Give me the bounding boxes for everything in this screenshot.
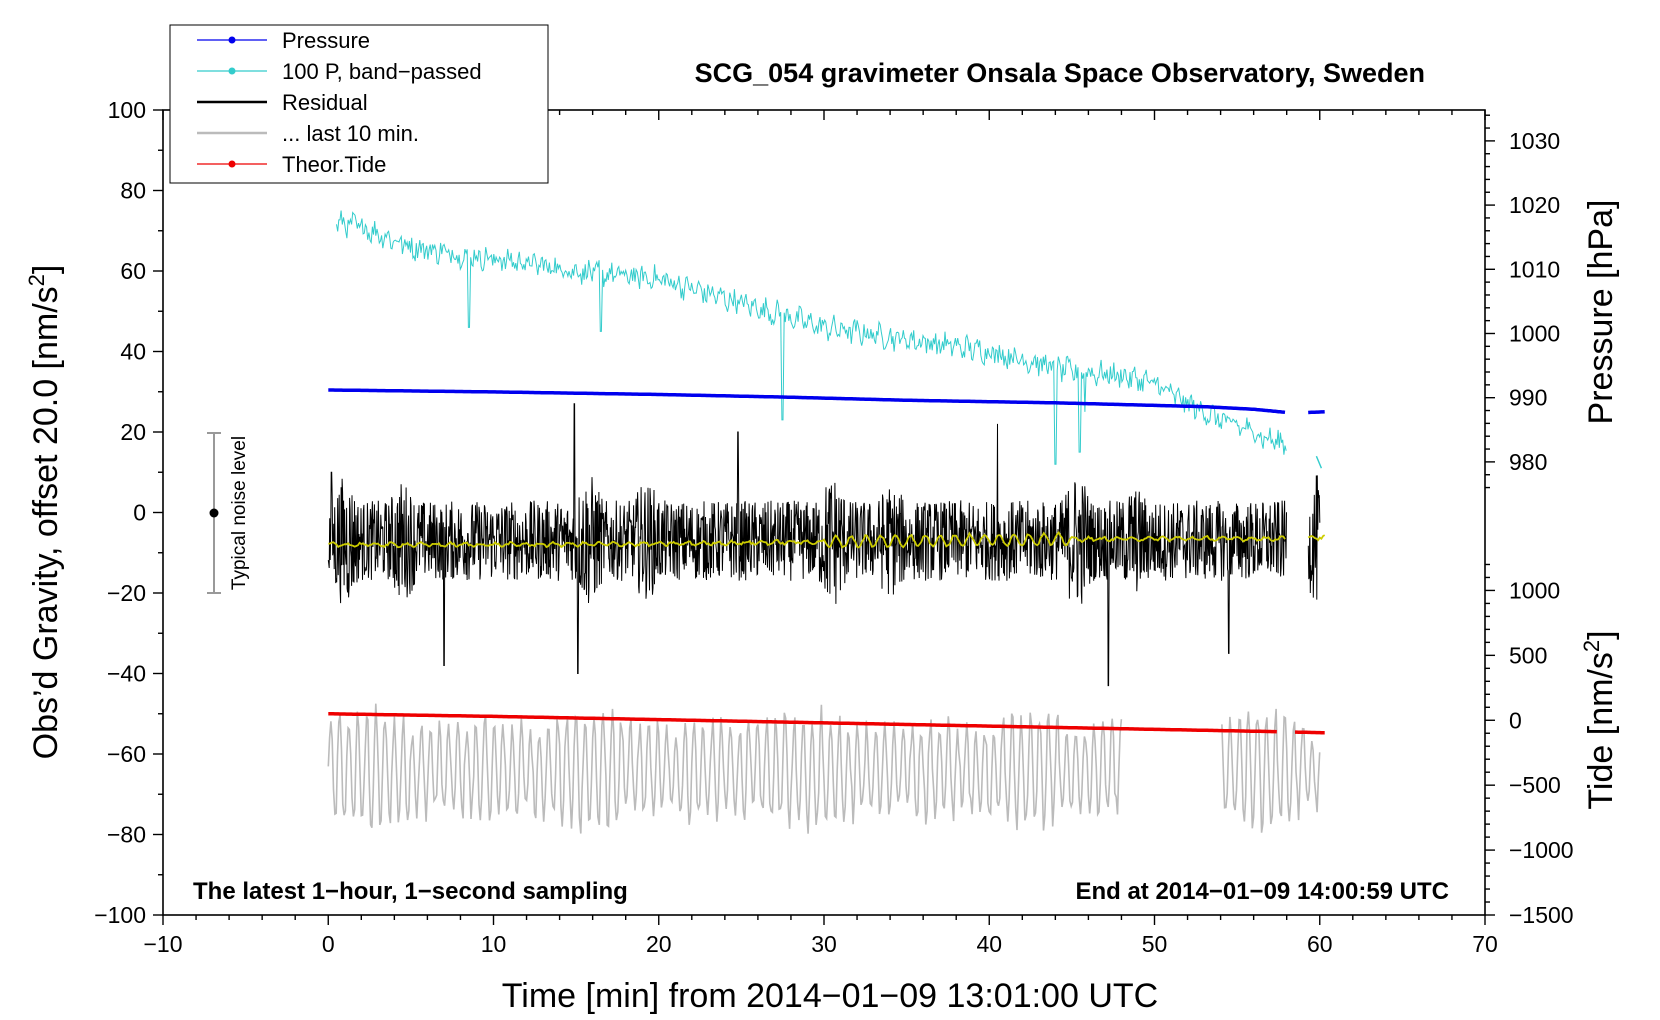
y-tick-label: 80: [120, 178, 146, 204]
x-tick-label: 40: [976, 931, 1002, 957]
tide-tick-label: −500: [1509, 772, 1561, 798]
legend-label: ... last 10 min.: [282, 121, 419, 146]
series-last-10-min: [327, 703, 1321, 834]
pressure-axis-label: Pressure [hPa]: [1582, 200, 1620, 425]
annotation-sampling: The latest 1−hour, 1−second sampling: [193, 878, 628, 905]
x-tick-label: 0: [322, 931, 335, 957]
tide-tick-label: 0: [1509, 707, 1522, 733]
series-100p-band-passed: [336, 210, 1287, 465]
y-tick-label: 0: [133, 500, 146, 526]
noise-level-marker: Typical noise level: [207, 432, 250, 594]
x-tick-label: 10: [481, 931, 507, 957]
noise-level-label: Typical noise level: [229, 436, 250, 590]
tide-tick-label: −1000: [1509, 837, 1574, 863]
series-smoothed-residual: [328, 530, 1326, 549]
legend-label: Pressure: [282, 28, 370, 53]
pressure-tick-label: 990: [1509, 385, 1547, 411]
x-axis-label: Time [min] from 2014−01−09 13:01:00 UTC: [502, 977, 1158, 1015]
y-tick-label: −60: [107, 741, 146, 767]
pressure-tick-label: 1020: [1509, 192, 1560, 218]
legend-marker: [228, 160, 236, 168]
x-tick-label: 70: [1472, 931, 1498, 957]
x-tick-label: 50: [1142, 931, 1168, 957]
x-tick-label: −10: [143, 931, 182, 957]
x-tick-label: 30: [811, 931, 837, 957]
legend-marker: [228, 67, 236, 75]
legend-label: Residual: [282, 90, 368, 115]
legend: Pressure 100 P, band−passed Residual ... la…: [169, 24, 549, 184]
series-100p-band-passed-tail: [1315, 455, 1323, 469]
x-tick-label: 60: [1307, 931, 1333, 957]
legend-box: [169, 24, 549, 184]
tick-labels: −10 0 10 20 30 40 50 60 70−100−80−60−40−20020406…: [94, 97, 1573, 957]
x-tick-label: 20: [646, 931, 672, 957]
y-tick-label: 60: [120, 258, 146, 284]
pressure-tick-label: 1010: [1509, 256, 1560, 282]
pressure-tick-label: 1030: [1509, 128, 1560, 154]
tide-axis-label-superscript: 2: [1579, 640, 1604, 652]
legend-label: 100 P, band−passed: [282, 59, 482, 84]
tide-tick-label: 500: [1509, 642, 1547, 668]
tide-axis-label: Tide [nm/s2]: [1579, 630, 1620, 809]
y-tick-label: 20: [120, 419, 146, 445]
y-axis-label: Obs’d Gravity, offset 20.0 [nm/s2]: [24, 265, 65, 760]
tide-tick-label: −1500: [1509, 902, 1574, 928]
y-tick-label: −80: [107, 822, 146, 848]
series-theor-tide: [328, 712, 1325, 735]
chart-title: SCG_054 gravimeter Onsala Space Observat…: [695, 58, 1425, 88]
pressure-tick-label: 980: [1509, 449, 1547, 475]
series-pressure: [328, 388, 1325, 415]
annotation-end-time: End at 2014−01−09 14:00:59 UTC: [1075, 878, 1449, 905]
y-axis-label-superscript: 2: [24, 274, 49, 286]
tide-tick-label: 1000: [1509, 577, 1560, 603]
noise-center-dot: [209, 508, 219, 518]
pressure-tick-label: 1000: [1509, 320, 1560, 346]
legend-label: Theor.Tide: [282, 152, 386, 177]
y-tick-label: −40: [107, 661, 146, 687]
y-tick-label: −100: [94, 902, 146, 928]
series-residual: [327, 403, 1321, 687]
plot-data: [327, 210, 1326, 834]
y-tick-label: −20: [107, 580, 146, 606]
y-tick-label: 100: [108, 97, 146, 123]
y-tick-label: 40: [120, 339, 146, 365]
legend-marker: [228, 36, 236, 44]
